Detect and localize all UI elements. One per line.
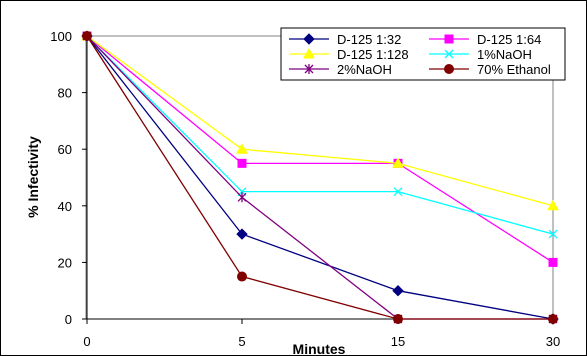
data-point <box>548 229 558 239</box>
legend-label: 1%NaOH <box>477 47 532 62</box>
data-point <box>392 157 404 168</box>
legend-marker <box>444 34 454 44</box>
legend-marker <box>303 33 315 45</box>
y-tick-label: 100 <box>50 29 72 44</box>
series-line <box>86 35 554 207</box>
y-tick-label: 80 <box>58 86 72 101</box>
series-5 <box>82 31 558 324</box>
y-tick-label: 40 <box>58 199 72 214</box>
data-point <box>393 187 403 197</box>
legend-marker <box>444 64 454 74</box>
plot-area <box>85 35 554 320</box>
y-tick-label: 0 <box>65 312 72 327</box>
data-point <box>237 271 247 282</box>
data-point <box>393 314 403 324</box>
data-point <box>237 158 247 168</box>
legend-item: D-125 1:32 <box>289 32 401 47</box>
legend-item: 2%NaOH <box>289 62 392 77</box>
series-layer <box>81 29 559 325</box>
legend: D-125 1:32 D-125 1:64 D-125 1:128 1%NaOH 2%N… <box>280 27 566 81</box>
data-point <box>236 228 248 240</box>
legend-label: 70% Ethanol <box>477 62 551 77</box>
legend-label: D-125 1:32 <box>337 32 401 47</box>
data-point <box>548 314 558 324</box>
legend-label: D-125 1:64 <box>477 32 541 47</box>
series-line <box>86 35 554 235</box>
legend-marker <box>304 64 314 74</box>
legend-label: 2%NaOH <box>337 62 392 77</box>
x-tick-label: 0 <box>83 334 90 349</box>
data-point <box>548 257 558 267</box>
legend-item: 1%NaOH <box>429 47 532 62</box>
x-tick-label: 15 <box>391 334 405 349</box>
data-point <box>82 31 92 41</box>
legend-item: D-125 1:128 <box>289 47 409 62</box>
legend-label: D-125 1:128 <box>337 47 409 62</box>
x-tick-label: 5 <box>238 334 245 349</box>
x-axis-title: Minutes <box>293 341 346 356</box>
series-line <box>86 35 554 320</box>
data-point <box>392 284 404 297</box>
series-line <box>86 35 553 320</box>
x-tick-label: 30 <box>546 334 560 349</box>
y-tick-label: 60 <box>58 142 72 157</box>
legend-item: 70% Ethanol <box>429 62 551 77</box>
data-point <box>237 192 247 203</box>
y-axis-title: % Infectivity <box>25 136 41 218</box>
data-point <box>236 143 248 154</box>
data-point <box>547 199 559 211</box>
legend-item: D-125 1:64 <box>429 32 541 47</box>
legend-marker <box>303 47 315 59</box>
y-tick-label: 20 <box>58 255 72 270</box>
legend-marker <box>444 49 454 59</box>
